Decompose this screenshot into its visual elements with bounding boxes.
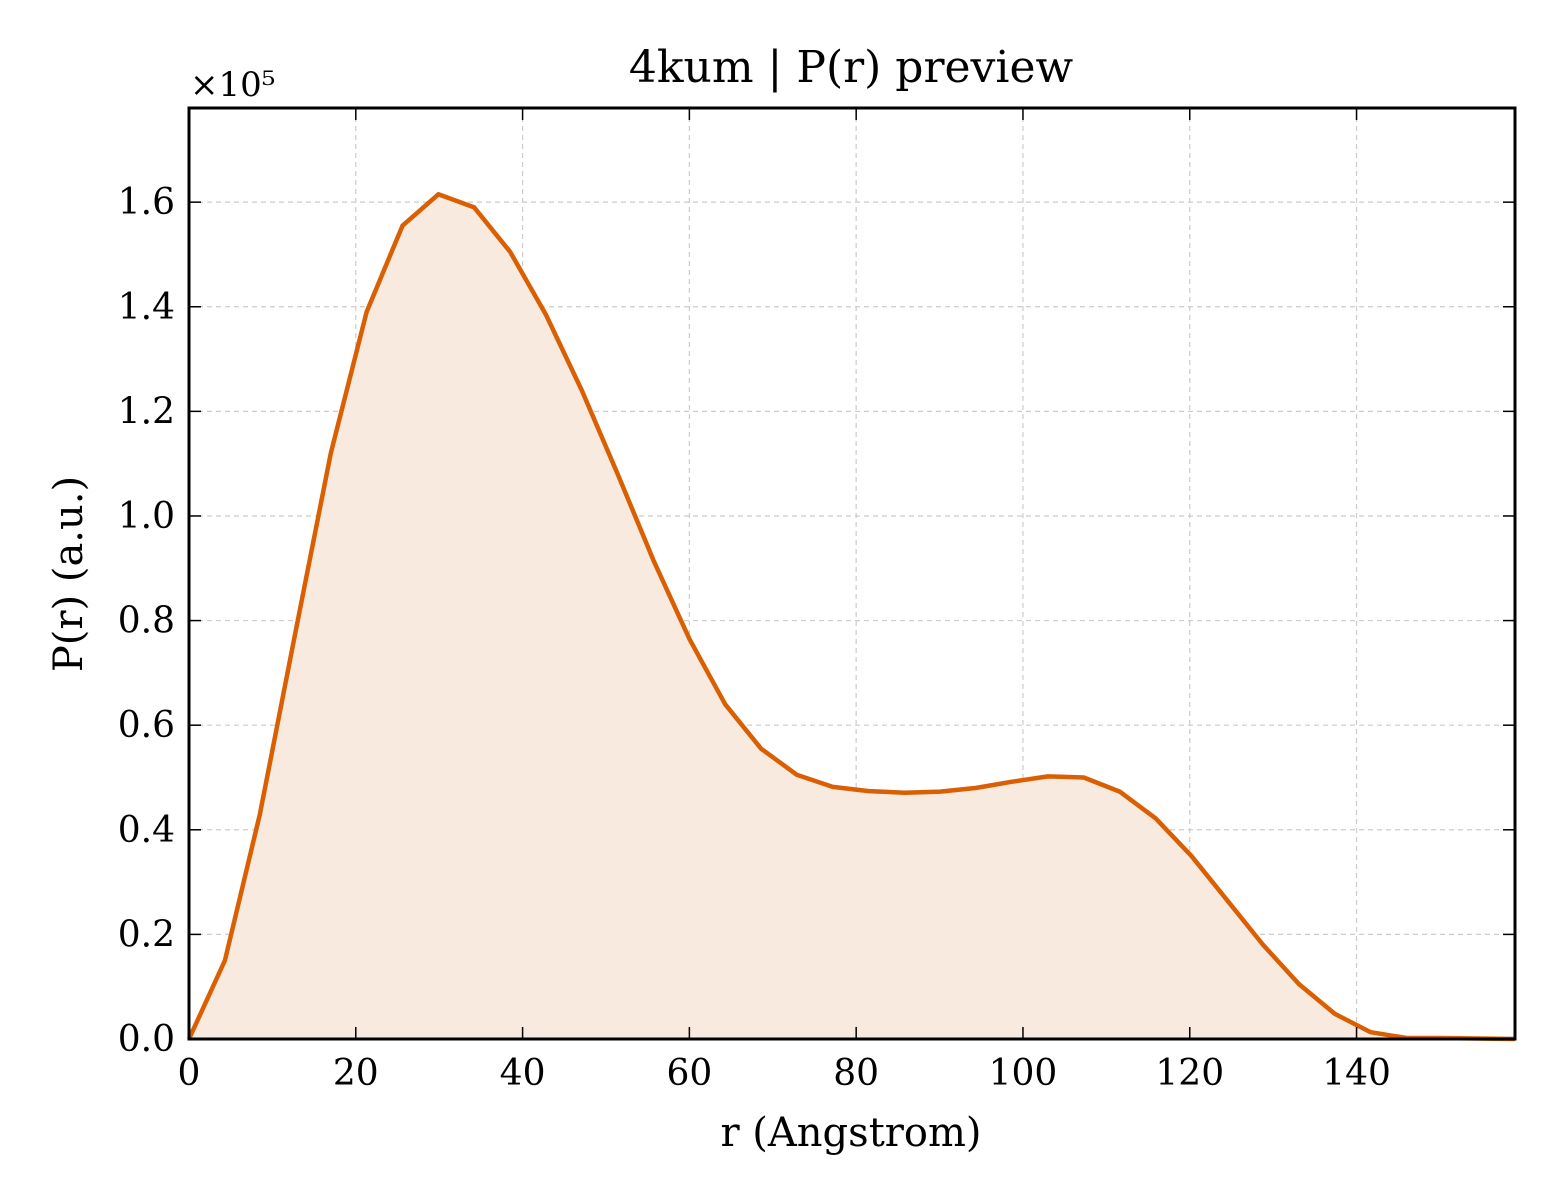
y-tick-label: 1.4 — [118, 287, 175, 328]
y-tick-label: 1.0 — [118, 496, 175, 537]
x-axis-title: r (Angstrom) — [720, 1110, 981, 1156]
y-offset-label: ×10⁵ — [190, 65, 275, 105]
x-tick-label: 20 — [333, 1053, 379, 1094]
plot-frame — [187, 106, 1517, 1041]
data-line — [186, 192, 1516, 1042]
y-tick-label: 1.2 — [118, 391, 175, 432]
y-tick-label: 0.4 — [118, 810, 175, 851]
x-tick-label: 140 — [1322, 1053, 1391, 1094]
y-tick-label: 0.0 — [118, 1019, 175, 1060]
y-axis-ticks: 0.0 0.2 0.4 0.6 0.8 1.0 1.2 1.4 1.6 — [118, 182, 1515, 1060]
chart-title: 4kum | P(r) preview — [629, 42, 1074, 93]
y-tick-label: 1.6 — [118, 182, 175, 223]
y-tick-label: 0.6 — [118, 705, 175, 746]
x-tick-label: 40 — [500, 1053, 546, 1094]
area-fill — [189, 194, 1515, 1040]
y-tick-label: 0.2 — [118, 914, 175, 955]
x-tick-label: 80 — [833, 1053, 879, 1094]
x-axis-ticks: 0 20 40 60 80 100 120 140 — [178, 108, 1391, 1094]
x-tick-label: 120 — [1155, 1053, 1224, 1094]
y-tick-label: 0.8 — [118, 601, 175, 642]
x-tick-label: 60 — [666, 1053, 712, 1094]
x-tick-label: 0 — [178, 1053, 201, 1094]
y-axis-title: P(r) (a.u.) — [46, 476, 92, 672]
x-tick-label: 100 — [989, 1053, 1058, 1094]
